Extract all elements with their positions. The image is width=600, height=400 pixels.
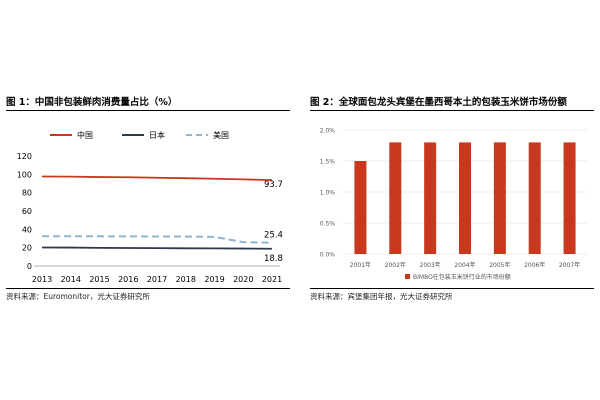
x-tick-label: 2001年 (350, 261, 371, 269)
legend-label-2: 美国 (213, 130, 229, 140)
bar-2006年 (528, 142, 541, 254)
x-tick-label: 2021 (262, 275, 282, 284)
x-tick-label: 2015 (89, 275, 109, 284)
chart1-title-rule (6, 110, 290, 111)
x-tick-label: 2018 (176, 275, 196, 284)
x-tick-label: 2007年 (559, 261, 580, 269)
legend-label-1: 日本 (149, 130, 165, 140)
x-tick-label: 2006年 (524, 261, 545, 269)
x-tick-label: 2002年 (385, 261, 406, 269)
x-tick-label: 2013 (32, 275, 52, 284)
end-label-1: 25.4 (264, 231, 283, 241)
y-tick-label: 0 (27, 262, 32, 271)
bar-2007年 (563, 142, 576, 254)
bar-2004年 (459, 142, 471, 254)
x-tick-label: 2004年 (454, 261, 475, 269)
bar-2003年 (424, 142, 437, 254)
y-tick-label: 0.0% (320, 252, 336, 259)
y-tick-label: 100 (17, 170, 32, 179)
y-tick-label: 40 (22, 225, 32, 234)
x-tick-label: 2020 (233, 275, 253, 284)
end-label-2: 18.8 (264, 254, 283, 264)
y-tick-label: 1.0% (320, 190, 336, 197)
x-tick-label: 2016 (118, 275, 138, 284)
chart2-bar-chart: 0.0% 0.5% 1.0% 1.5% 2.0% 2001年 2002年 2003年 2004年… (320, 128, 587, 281)
y-tick-label: 120 (17, 152, 32, 161)
legend-swatch (405, 274, 410, 279)
bar-2001年 (354, 161, 367, 254)
y-tick-label: 80 (22, 189, 32, 198)
chart1-source: 资料来源：Euromonitor，光大证券研究所 (6, 292, 150, 301)
chart2-source-rule (310, 288, 594, 289)
chart2-title-rule (310, 110, 594, 111)
chart2-title: 图 2：全球面包龙头宾堡在墨西哥本土的包装玉米饼市场份额 (310, 97, 567, 108)
chart1-line-chart: 中国 日本 美国 0 20 40 60 80 100 120 2013 2014 2015 2016 201… (17, 130, 283, 284)
end-label-0: 93.7 (264, 180, 283, 190)
bar-2002年 (389, 142, 402, 254)
x-tick-label: 2019 (204, 275, 224, 284)
bar-2005年 (493, 142, 506, 254)
chart2-source: 资料来源：宾堡集团年报，光大证券研究所 (310, 292, 453, 301)
y-tick-label: 60 (22, 207, 32, 216)
x-tick-label: 2017 (147, 275, 167, 284)
x-tick-label: 2005年 (489, 261, 510, 269)
y-tick-label: 2.0% (320, 128, 336, 135)
x-tick-label: 2003年 (420, 261, 441, 269)
series-line-1 (41, 246, 273, 250)
series-line-0 (41, 175, 273, 182)
chart1-source-rule (6, 288, 290, 289)
x-tick-label: 2014 (61, 275, 81, 284)
legend-label: BIMBO在包装玉米饼行业的市场份额 (413, 273, 511, 281)
legend-label-0: 中国 (77, 130, 93, 140)
y-tick-label: 1.5% (320, 159, 336, 166)
y-tick-label: 20 (22, 244, 32, 253)
series-line-2 (42, 235, 273, 244)
y-tick-label: 0.5% (320, 221, 336, 228)
chart1-title: 图 1：中国非包装鲜肉消费量占比（%） (6, 97, 178, 108)
